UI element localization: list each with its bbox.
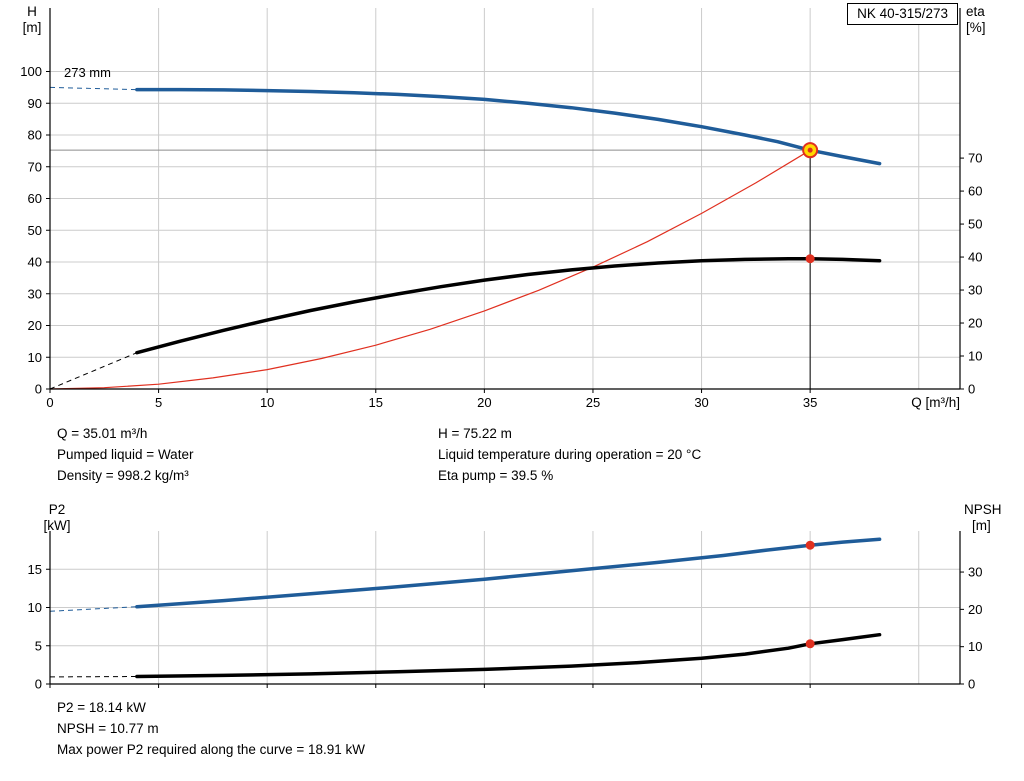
- svg-text:5: 5: [35, 638, 42, 653]
- svg-text:30: 30: [968, 283, 982, 298]
- flow-value-text: Q = 35.01 m³/h: [57, 426, 148, 441]
- p2-axis-label: P2 [kW]: [38, 502, 76, 534]
- svg-text:20: 20: [968, 316, 982, 331]
- eta-axis-label-symbol: eta: [966, 4, 985, 19]
- svg-text:0: 0: [35, 382, 42, 397]
- p2-value-text: P2 = 18.14 kW: [57, 700, 146, 715]
- svg-text:20: 20: [28, 318, 42, 333]
- svg-text:80: 80: [28, 128, 42, 143]
- h-axis-label: H [m]: [14, 4, 50, 36]
- eta-axis-label: eta [%]: [966, 4, 1010, 36]
- svg-text:30: 30: [28, 286, 42, 301]
- svg-text:30: 30: [694, 395, 708, 410]
- svg-text:70: 70: [28, 159, 42, 174]
- svg-text:0: 0: [46, 395, 53, 410]
- p2-axis-label-symbol: P2: [48, 502, 66, 517]
- svg-text:40: 40: [28, 255, 42, 270]
- pump-type-box: NK 40-315/273: [847, 3, 958, 25]
- npsh-value-text: NPSH = 10.77 m: [57, 721, 159, 736]
- svg-text:20: 20: [477, 395, 491, 410]
- svg-text:90: 90: [28, 96, 42, 111]
- impeller-diameter-label: 273 mm: [64, 65, 111, 80]
- svg-text:0: 0: [968, 382, 975, 397]
- svg-text:30: 30: [968, 565, 982, 580]
- svg-text:10: 10: [260, 395, 274, 410]
- npsh-axis-label: NPSH [m]: [964, 502, 1014, 534]
- svg-text:35: 35: [803, 395, 817, 410]
- svg-text:5: 5: [155, 395, 162, 410]
- q-axis-label: Q [m³/h]: [911, 395, 960, 410]
- svg-text:10: 10: [28, 350, 42, 365]
- svg-text:20: 20: [968, 602, 982, 617]
- svg-text:50: 50: [968, 217, 982, 232]
- svg-text:70: 70: [968, 151, 982, 166]
- power-info-block: P2 = 18.14 kW NPSH = 10.77 m Max power P…: [57, 697, 365, 760]
- duty-info-left: Q = 35.01 m³/h Pumped liquid = Water Den…: [57, 423, 193, 486]
- svg-text:10: 10: [968, 639, 982, 654]
- npsh-axis-label-symbol: NPSH: [964, 502, 1002, 517]
- svg-text:0: 0: [35, 677, 42, 692]
- svg-text:25: 25: [586, 395, 600, 410]
- p2-axis-label-unit: [kW]: [43, 518, 71, 533]
- svg-text:60: 60: [968, 184, 982, 199]
- svg-text:10: 10: [968, 349, 982, 364]
- max-power-text: Max power P2 required along the curve = …: [57, 742, 366, 757]
- svg-text:60: 60: [28, 191, 42, 206]
- svg-text:10: 10: [28, 600, 42, 615]
- npsh-axis-label-unit: [m]: [972, 518, 991, 533]
- h-axis-label-unit: [m]: [22, 20, 42, 35]
- eta-axis-label-unit: [%]: [966, 20, 986, 35]
- svg-text:15: 15: [28, 562, 42, 577]
- liquid-temperature-text: Liquid temperature during operation = 20…: [438, 447, 702, 462]
- pumped-liquid-text: Pumped liquid = Water: [57, 447, 194, 462]
- eta-pump-text: Eta pump = 39.5 %: [438, 468, 554, 483]
- svg-text:15: 15: [369, 395, 383, 410]
- svg-text:50: 50: [28, 223, 42, 238]
- svg-text:40: 40: [968, 250, 982, 265]
- density-text: Density = 998.2 kg/m³: [57, 468, 189, 483]
- svg-text:0: 0: [968, 677, 975, 692]
- h-axis-label-symbol: H: [27, 4, 37, 19]
- svg-text:100: 100: [20, 64, 42, 79]
- duty-info-right: H = 75.22 m Liquid temperature during op…: [438, 423, 701, 486]
- head-value-text: H = 75.22 m: [438, 426, 512, 441]
